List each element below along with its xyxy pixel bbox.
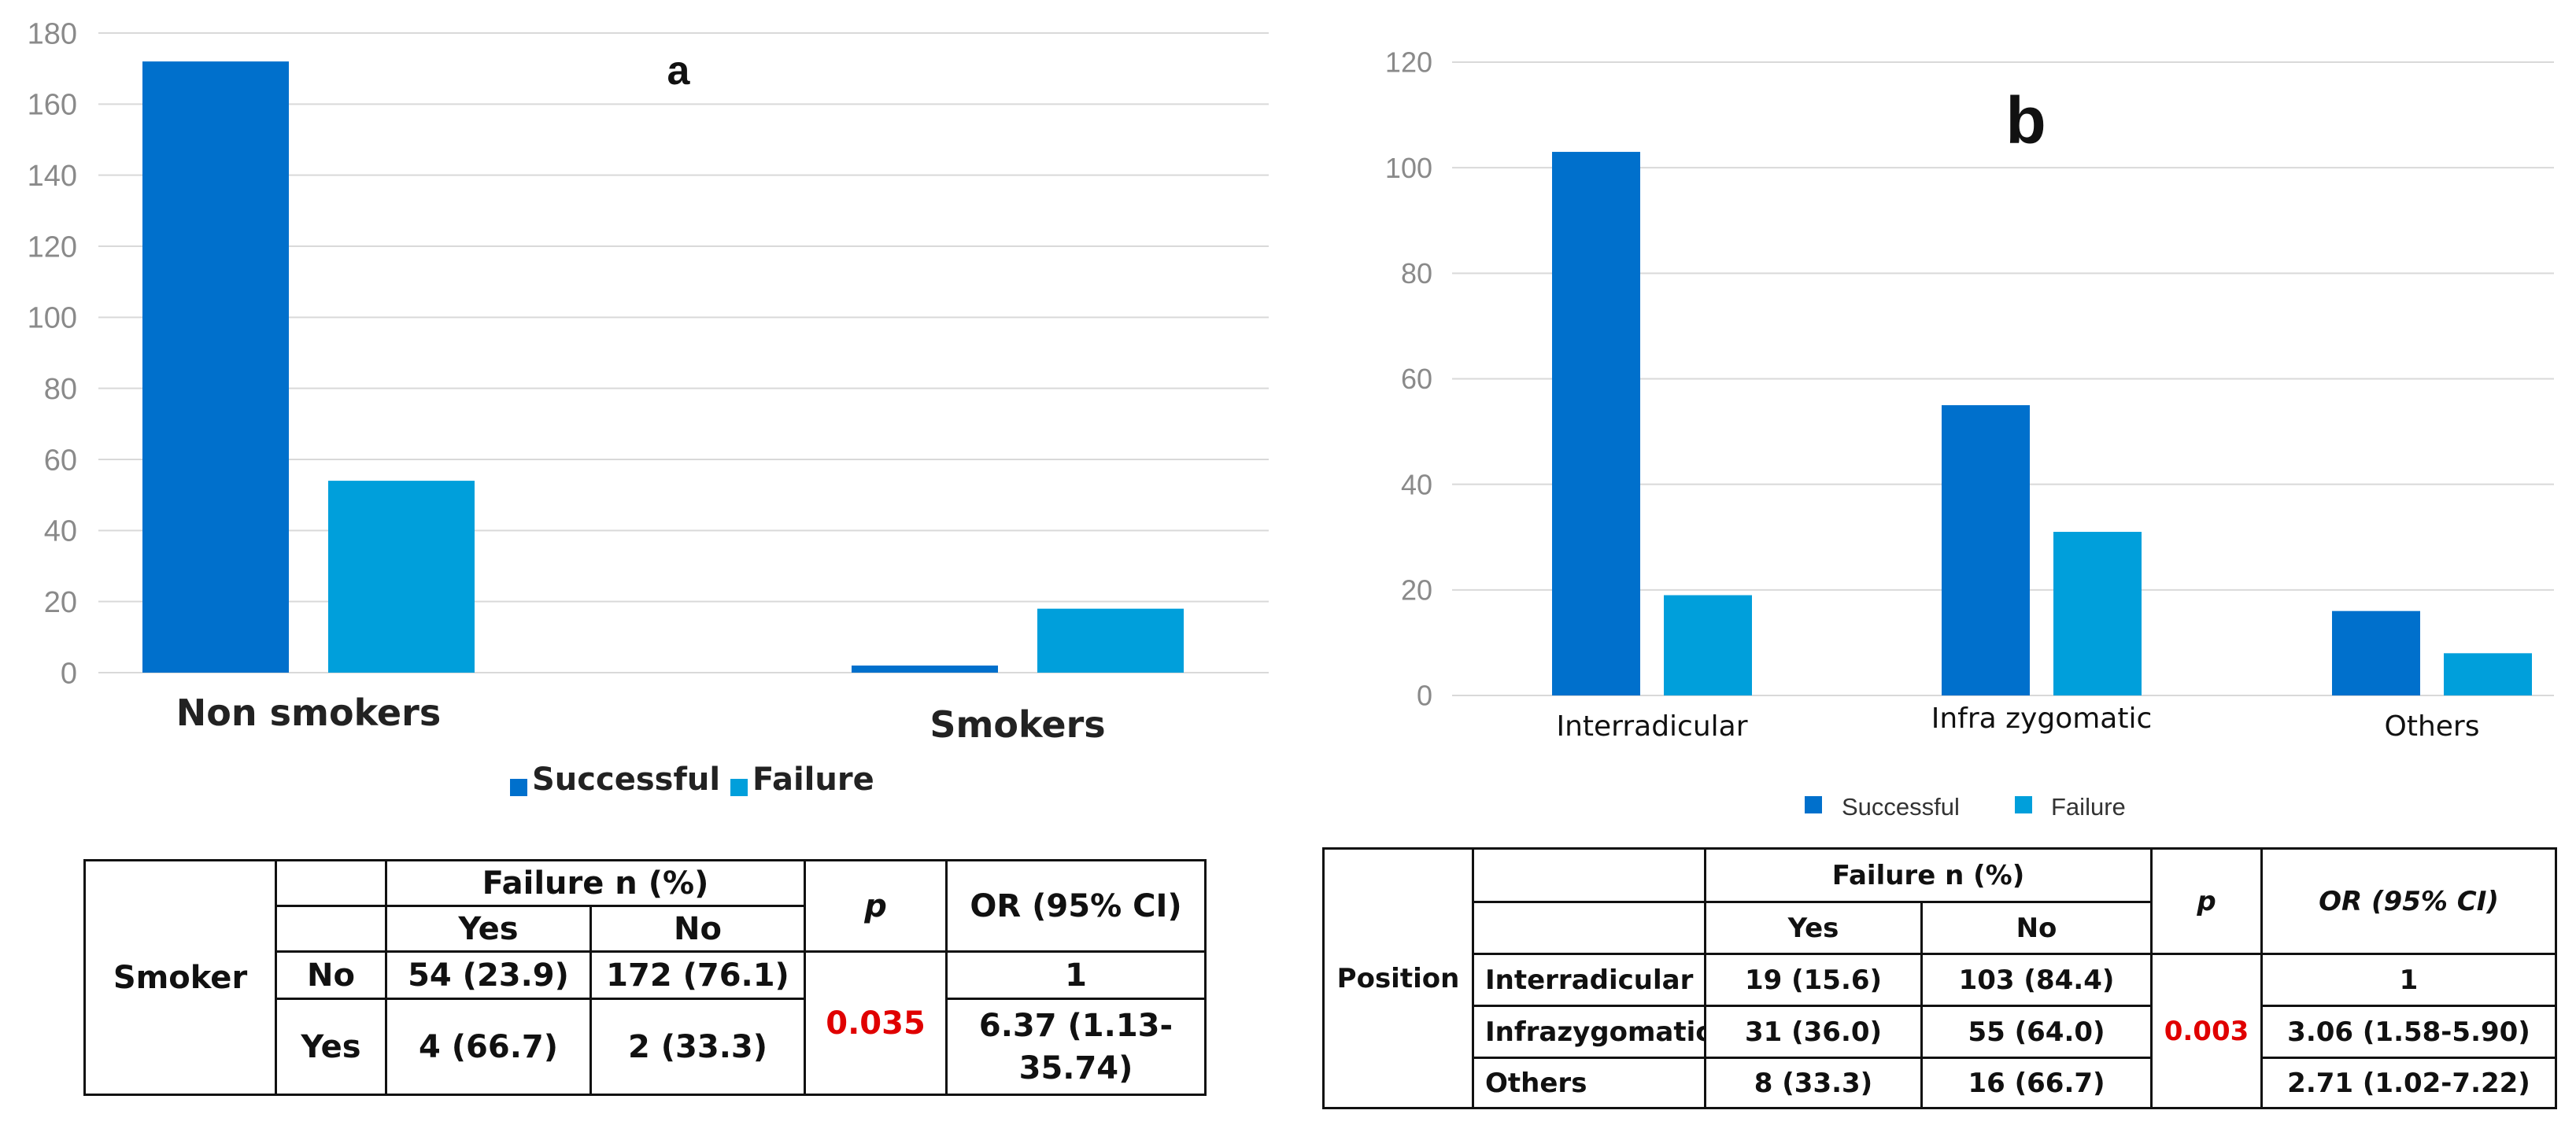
y-tick-label: 20 [1401,574,1432,606]
y-tick-label: 180 [28,17,77,50]
legend-swatch-successful [510,779,527,796]
bar-successful [852,665,998,673]
bar-successful [1942,405,2030,695]
row-label: No [275,950,387,1000]
bar-failure [2444,653,2532,695]
group-header: Failure n (%) [384,859,807,907]
cell-or: 3.06 (1.58-5.90) [2260,1005,2558,1059]
y-tick-label: 0 [61,657,77,690]
p-value: 0.035 [804,950,948,1096]
cell-or: 1 [2260,953,2558,1007]
bar-successful [1552,152,1640,695]
y-tick-label: 80 [1401,257,1432,290]
y-tick-label: 100 [1385,152,1432,184]
y-tick-label: 140 [28,160,77,193]
cell-yes: 31 (36.0) [1704,1005,1923,1059]
y-tick-label: 120 [1385,46,1432,79]
cell-no: 16 (66.7) [1920,1057,2153,1109]
p-header: p [804,859,948,953]
y-tick-label: 40 [1401,468,1432,500]
y-tick-label: 160 [28,89,77,122]
x-category-label: Others [2385,710,2480,743]
y-tick-label: 100 [28,302,77,335]
panel-letter: a [667,48,691,94]
x-category-label: Smokers [930,703,1105,746]
or-header: OR (95% CI) [2260,847,2558,955]
blank-cell [1472,847,1706,903]
row-header: Smoker [83,859,277,1096]
bar-successful [2332,610,2420,695]
smoker-table: Smoker Failure n (%) p OR (95% CI) Yes N… [83,859,1207,1096]
cell-yes: 4 (66.7) [385,998,592,1096]
cell-no: 2 (33.3) [589,998,807,1096]
or-header: OR (95% CI) [945,859,1207,953]
cell-yes: 54 (23.9) [385,950,592,1000]
bar-failure [1664,595,1752,695]
legend-label-failure: Failure [2051,793,2126,821]
x-category-label: Infra zygomatic [1931,703,2153,735]
y-tick-label: 20 [44,586,77,619]
legend-label-failure: Failure [752,762,874,798]
legend-label-successful: Successful [532,762,720,798]
cell-or: 1 [945,950,1207,1000]
blank-cell [275,859,387,907]
cell-or: 6.37 (1.13-35.74) [945,998,1207,1096]
row-header: Position [1322,847,1474,1109]
blank-cell [275,905,387,953]
group-header: Failure n (%) [1703,847,2153,903]
cell-or: 2.71 (1.02-7.22) [2260,1057,2558,1109]
panel-letter: b [2005,83,2046,157]
cell-no: 103 (84.4) [1920,953,2153,1007]
bar-successful [142,61,289,673]
row-label: Others [1472,1057,1706,1109]
legend-swatch-failure [2015,796,2032,813]
y-tick-label: 80 [44,373,77,406]
legend-label-successful: Successful [1842,793,1960,821]
cell-no: 55 (64.0) [1920,1005,2153,1059]
row-label: Yes [275,998,387,1096]
bar-failure [1037,608,1184,673]
bar-failure [328,481,475,673]
cell-yes: 19 (15.6) [1704,953,1923,1007]
col-yes-header: Yes [1704,901,1923,955]
p-value: 0.003 [2150,953,2264,1109]
cell-yes: 8 (33.3) [1704,1057,1923,1109]
col-no-header: No [1920,901,2153,955]
bar-failure [2053,532,2142,695]
x-category-label: Interradicular [1556,710,1747,743]
row-label: Interradicular [1472,953,1706,1007]
legend-swatch-successful [1805,796,1822,813]
y-tick-label: 60 [1401,363,1432,395]
cell-no: 172 (76.1) [589,950,807,1000]
p-header: p [2150,847,2264,955]
legend-swatch-failure [730,779,748,796]
col-no-header: No [589,905,807,953]
position-table: Position Failure n (%) p OR (95% CI) Yes… [1322,847,2558,1109]
y-tick-label: 120 [28,231,77,264]
y-tick-label: 40 [44,515,77,548]
y-tick-label: 0 [1417,680,1432,712]
x-category-label: Non smokers [176,692,441,734]
y-tick-label: 60 [44,444,77,477]
blank-cell [1472,901,1706,955]
row-label: Infrazygomatic [1472,1005,1706,1059]
col-yes-header: Yes [385,905,592,953]
